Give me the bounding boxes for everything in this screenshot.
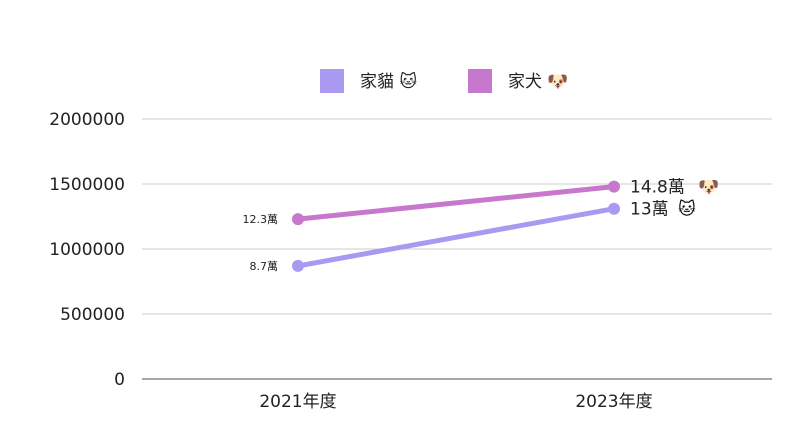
y-tick-label: 1000000 xyxy=(49,240,125,260)
series-line xyxy=(295,206,617,269)
y-tick-label: 0 xyxy=(114,370,125,390)
data-point xyxy=(292,259,304,272)
series-line xyxy=(295,184,617,222)
y-axis: 0 500000 1000000 1500000 2000000 xyxy=(49,110,125,390)
cat-emoji-icon: 🐱 xyxy=(399,71,417,92)
x-axis: 2021年度 2023年度 xyxy=(259,392,652,412)
legend-label: 家貓 🐱 xyxy=(360,71,417,92)
y-tick-label: 2000000 xyxy=(49,110,125,130)
legend-swatch xyxy=(468,69,492,93)
cat-emoji-icon: 🐱 xyxy=(678,199,696,220)
legend-label: 家犬 🐶 xyxy=(508,72,569,92)
data-point xyxy=(608,202,620,215)
data-label: 8.7萬 xyxy=(250,260,279,273)
data-point xyxy=(608,180,620,193)
y-tick-label: 500000 xyxy=(60,305,125,325)
data-label: 12.3萬 xyxy=(243,213,279,226)
dog-emoji-icon: 🐶 xyxy=(547,72,568,92)
x-tick-label: 2021年度 xyxy=(259,392,336,412)
data-label: 13萬 xyxy=(630,200,669,220)
dog-emoji-icon: 🐶 xyxy=(698,178,719,198)
grid-lines xyxy=(142,118,772,380)
data-point xyxy=(292,213,304,226)
x-tick-label: 2023年度 xyxy=(575,392,652,412)
y-tick-label: 1500000 xyxy=(49,175,125,195)
series-group: 8.7萬 13萬 🐱 12.3萬 14.8萬 🐶 xyxy=(243,178,720,273)
data-label: 14.8萬 xyxy=(630,178,685,198)
legend: 家貓 🐱 家犬 🐶 xyxy=(320,69,569,93)
legend-swatch xyxy=(320,69,344,93)
